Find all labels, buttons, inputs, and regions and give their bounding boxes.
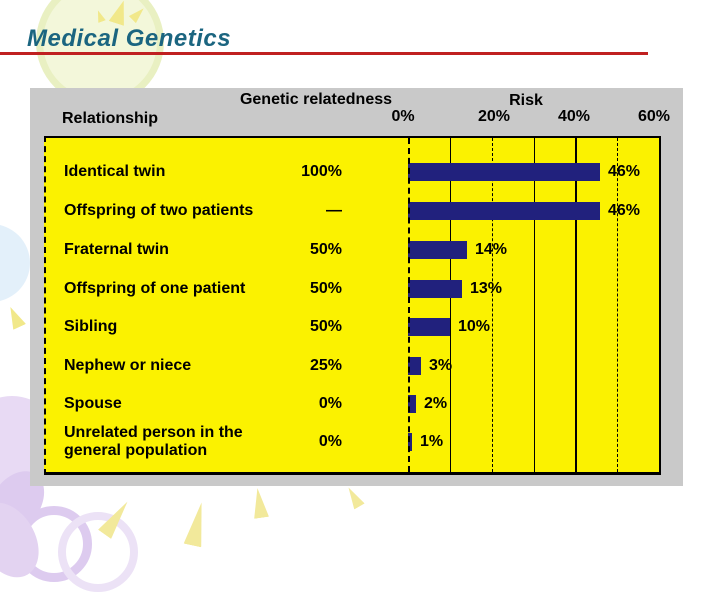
risk-bar [408, 163, 600, 181]
column-header-relationship: Relationship [62, 110, 159, 127]
axis-title-risk: Risk [509, 92, 543, 109]
risk-value-label: 46% [608, 163, 641, 180]
relatedness-value: 50% [309, 318, 342, 335]
relationship-label: Sibling [64, 318, 118, 335]
decoration-circle-left [0, 224, 30, 302]
decoration-ring [58, 512, 138, 592]
sparkle-icon [4, 304, 26, 330]
sparkle-icon [184, 501, 211, 548]
risk-value-label: 1% [420, 433, 444, 450]
axis-tick-label-60: 60% [637, 108, 671, 125]
relationship-label: Offspring of one patient [64, 280, 246, 297]
relationship-label: Offspring of two patients [64, 202, 254, 219]
gridline-30-percent [534, 138, 535, 472]
risk-bar [408, 241, 467, 259]
risk-value-label: 14% [475, 241, 508, 258]
table-row: Unrelated person in the general populati… [46, 423, 659, 461]
relationship-label: Unrelated person in the general populati… [64, 424, 243, 459]
risk-value-label: 46% [608, 202, 641, 219]
table-row: Offspring of one patient 50% 13% [46, 270, 659, 308]
title-underline [0, 52, 648, 55]
gridline-40-percent [575, 138, 577, 472]
relatedness-value: 0% [318, 395, 342, 412]
relatedness-value: 0% [318, 433, 342, 450]
relationship-label: Nephew or niece [64, 357, 192, 374]
risk-bar [408, 357, 421, 375]
table-row: Nephew or niece 25% 3% [46, 347, 659, 385]
chart-plot-area: Identical twin 100% 46% Offspring of two… [44, 136, 661, 475]
relatedness-value: 50% [309, 241, 342, 258]
relatedness-value: 25% [309, 357, 342, 374]
risk-value-label: 3% [429, 357, 453, 374]
axis-tick-label-0: 0% [391, 108, 415, 125]
sparkle-icon [343, 484, 364, 509]
relatedness-value: 50% [309, 280, 342, 297]
risk-bar [408, 433, 412, 451]
risk-bar [408, 318, 450, 336]
table-row: Spouse 0% 2% [46, 385, 659, 423]
table-row: Identical twin 100% 46% [46, 153, 659, 191]
gridline-50-percent [617, 138, 618, 472]
gridline-0-percent [408, 138, 410, 472]
table-row: Sibling 50% 10% [46, 308, 659, 346]
relationship-label: Identical twin [64, 163, 166, 180]
gridline-10-percent [450, 138, 451, 472]
axis-tick-label-20: 20% [477, 108, 511, 125]
gridline-20-percent [492, 138, 493, 472]
table-row: Fraternal twin 50% 14% [46, 231, 659, 269]
risk-bar [408, 280, 462, 298]
sparkle-icon [250, 487, 269, 519]
relationship-label: Spouse [64, 395, 122, 412]
slide-title: Medical Genetics [27, 25, 232, 52]
relationship-label: Fraternal twin [64, 241, 169, 258]
column-header-genetic-relatedness: Genetic relatedness [239, 91, 393, 108]
relatedness-value: — [326, 202, 342, 219]
risk-value-label: 13% [470, 280, 503, 297]
relatedness-value: 100% [301, 163, 342, 180]
risk-value-label: 2% [424, 395, 448, 412]
axis-tick-label-40: 40% [557, 108, 591, 125]
risk-bar [408, 395, 416, 413]
table-row: Offspring of two patients — 46% [46, 192, 659, 230]
risk-bar [408, 202, 600, 220]
chart-panel: Relationship Genetic relatedness Risk 0%… [30, 88, 683, 486]
risk-value-label: 10% [458, 318, 491, 335]
